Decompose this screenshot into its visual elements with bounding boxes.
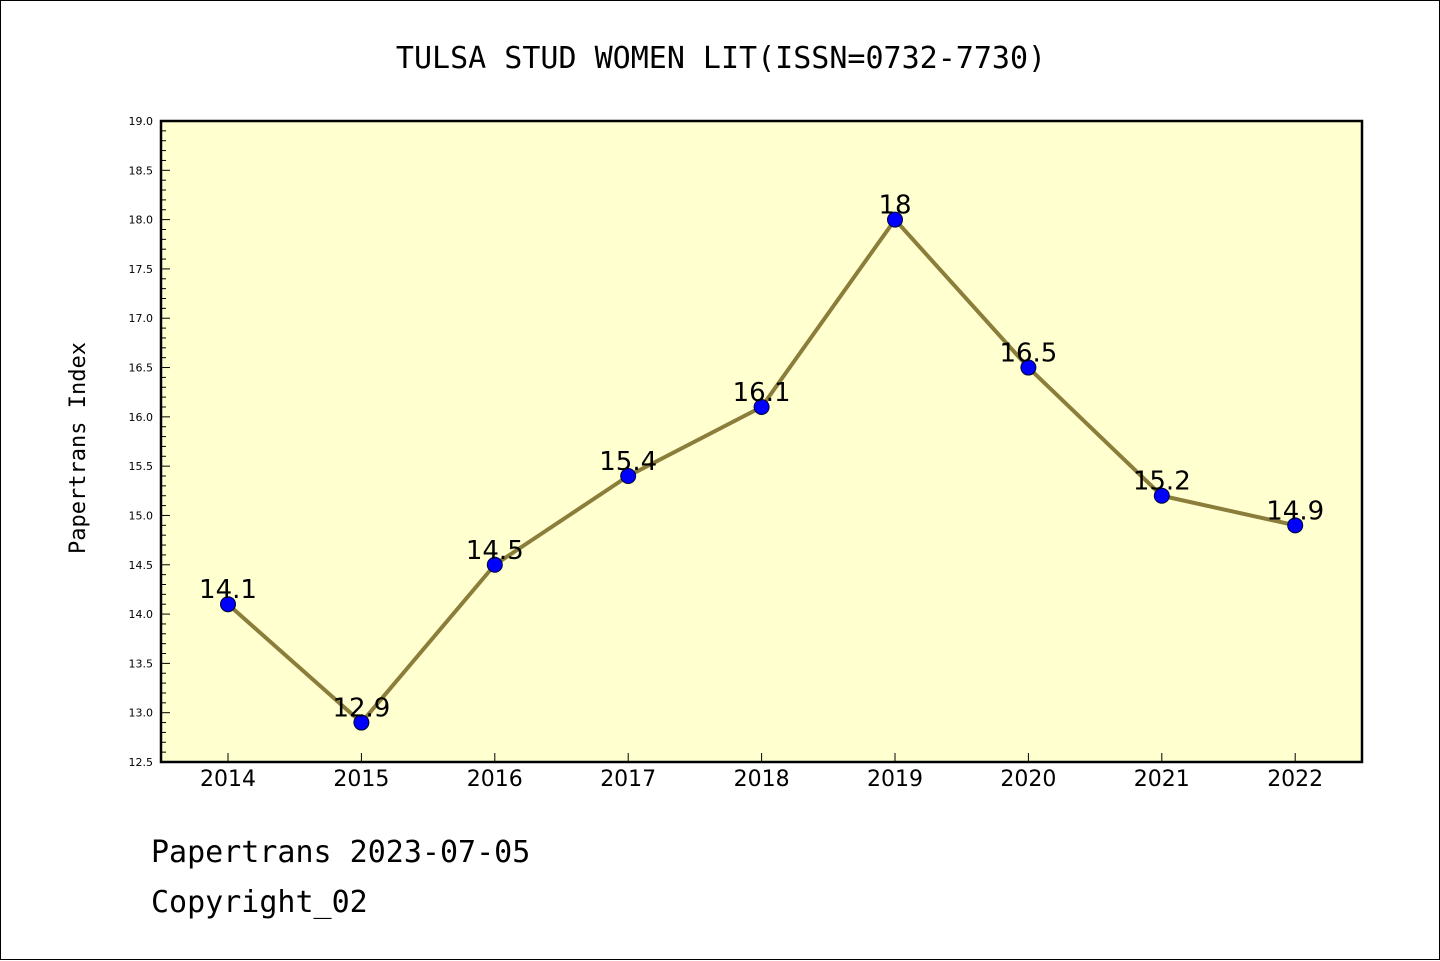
data-label: 16.5 bbox=[999, 339, 1057, 369]
x-axis-ticks: 2014 2015 2016 2017 2018 2019 2020 2021 2022 bbox=[200, 753, 1323, 792]
data-label: 15.4 bbox=[599, 447, 657, 477]
data-label: 12.9 bbox=[332, 694, 390, 724]
data-point bbox=[1287, 517, 1304, 534]
x-tick-label: 2016 bbox=[467, 767, 523, 792]
y-tick-label: 12.5 bbox=[129, 756, 154, 769]
y-axis-label: Papertrans Index bbox=[66, 342, 91, 554]
x-tick-label: 2014 bbox=[200, 767, 256, 792]
chart-title: TULSA STUD WOMEN LIT(ISSN=0732-7730) bbox=[396, 41, 1046, 76]
x-tick-label: 2020 bbox=[1000, 767, 1056, 792]
plot-area bbox=[159, 119, 1364, 764]
footer-source-date: Papertrans 2023-07-05 bbox=[151, 835, 531, 870]
data-point bbox=[753, 398, 770, 415]
data-point bbox=[620, 468, 637, 485]
data-label: 15.2 bbox=[1133, 467, 1191, 497]
data-point bbox=[486, 556, 503, 573]
data-point bbox=[887, 211, 903, 228]
y-tick-label: 14.0 bbox=[129, 608, 154, 621]
x-tick-label: 2018 bbox=[734, 767, 790, 792]
y-tick-label: 17.5 bbox=[129, 263, 154, 276]
data-label: 16.1 bbox=[733, 378, 791, 408]
y-axis-ticks: 12.5 13.0 13.5 14.0 14.5 15.0 15.5 16.0 16.5 17.0… bbox=[129, 115, 170, 769]
y-tick-label: 13.0 bbox=[129, 707, 154, 720]
x-tick-label: 2015 bbox=[333, 767, 389, 792]
data-labels: 14.1 12.9 14.5 15.4 16.1 18 16.5 15.2 14.9 bbox=[199, 191, 1324, 724]
data-label: 14.1 bbox=[199, 575, 257, 605]
y-tick-label: 17.0 bbox=[129, 312, 154, 325]
y-tick-label: 15.5 bbox=[129, 460, 154, 473]
y-tick-label: 14.5 bbox=[129, 559, 154, 572]
y-tick-label: 18.5 bbox=[129, 164, 154, 177]
x-tick-label: 2021 bbox=[1134, 767, 1190, 792]
y-tick-label: 15.0 bbox=[129, 509, 154, 522]
y-tick-label: 16.5 bbox=[129, 362, 154, 375]
y-tick-label: 18.0 bbox=[129, 214, 154, 227]
x-tick-label: 2022 bbox=[1267, 767, 1323, 792]
y-tick-label: 13.5 bbox=[129, 657, 154, 670]
data-label: 14.9 bbox=[1266, 496, 1324, 526]
data-point bbox=[220, 596, 236, 613]
x-tick-label: 2019 bbox=[867, 767, 923, 792]
data-label: 18 bbox=[878, 191, 911, 221]
data-point bbox=[1153, 487, 1170, 504]
data-point bbox=[1020, 359, 1037, 376]
footer-copyright: Copyright_02 bbox=[151, 885, 368, 920]
data-label: 14.5 bbox=[466, 536, 524, 566]
data-point bbox=[353, 714, 370, 731]
x-tick-label: 2017 bbox=[600, 767, 656, 792]
y-tick-label: 19.0 bbox=[129, 115, 154, 128]
y-tick-label: 16.0 bbox=[129, 411, 154, 424]
data-markers bbox=[220, 211, 1304, 731]
